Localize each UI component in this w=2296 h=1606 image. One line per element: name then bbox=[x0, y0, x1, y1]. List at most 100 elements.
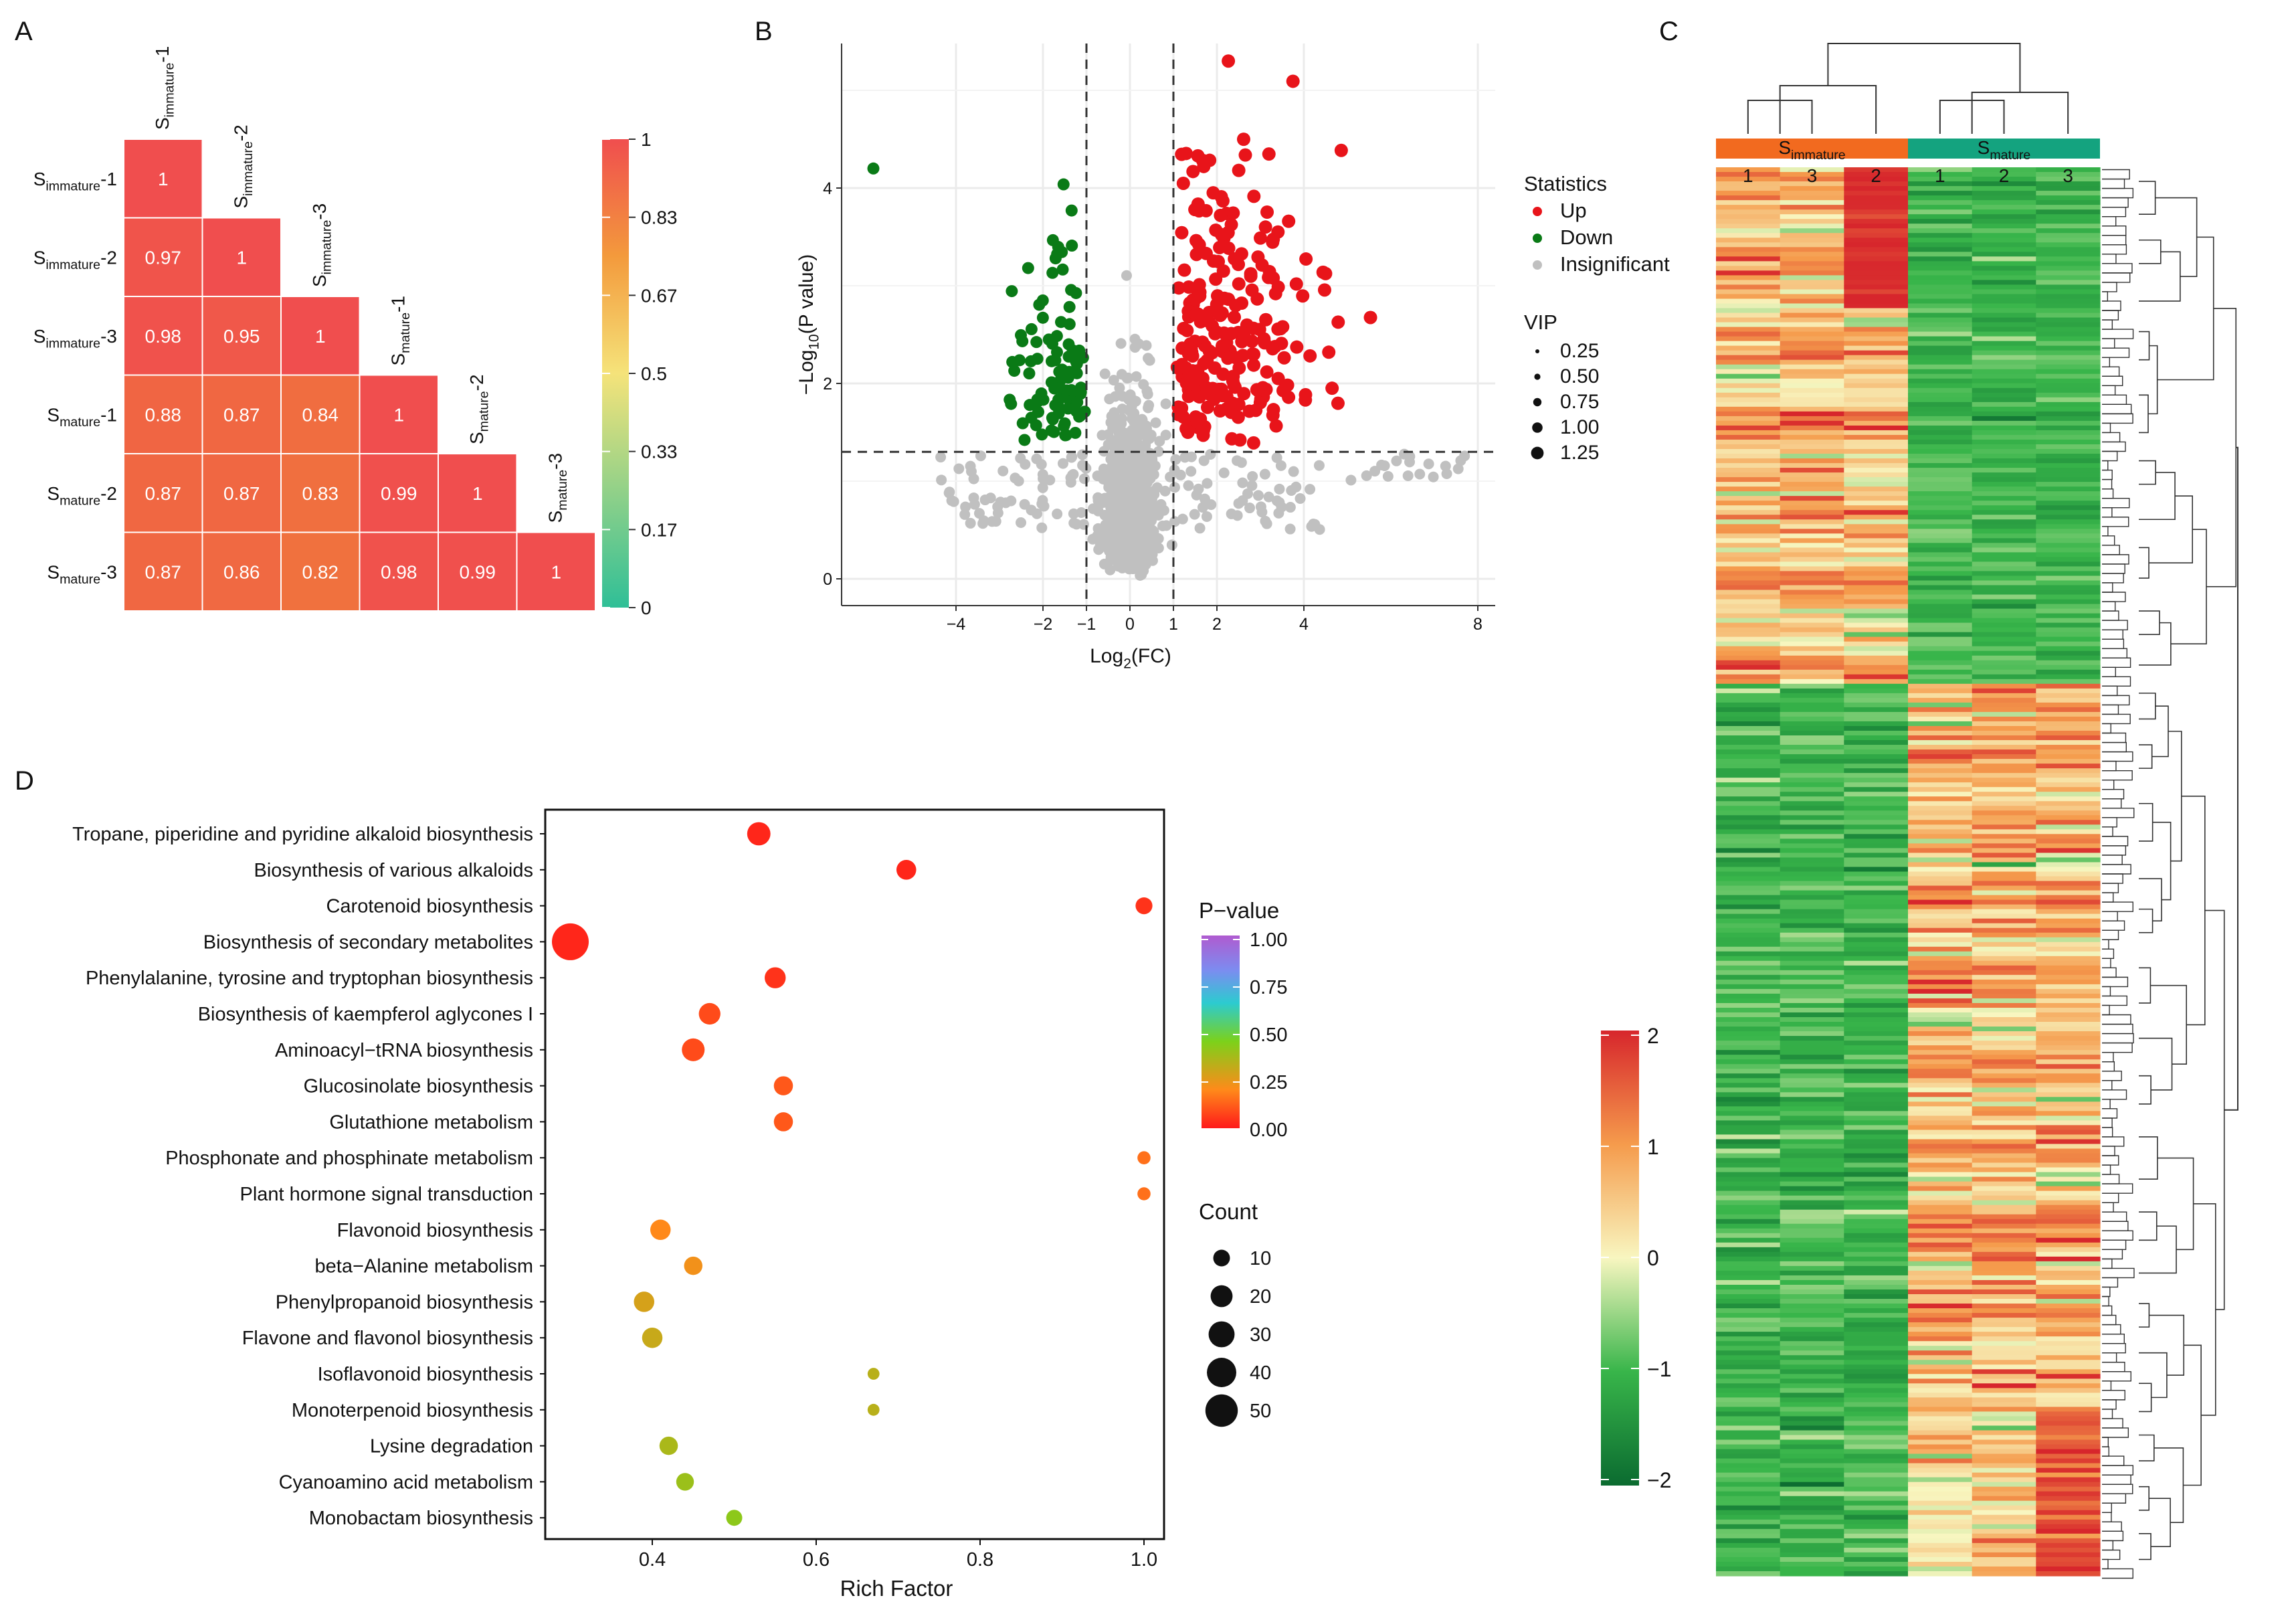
point-insignificant bbox=[1013, 475, 1024, 486]
heat-cell bbox=[1844, 688, 1909, 694]
heat-cell bbox=[1716, 1383, 1781, 1389]
point-up bbox=[1322, 345, 1336, 359]
heat-cell bbox=[1908, 942, 1973, 948]
heat-cell bbox=[2036, 759, 2101, 764]
point-up bbox=[1271, 280, 1285, 294]
heat-cell bbox=[2036, 515, 2101, 520]
heat-cell bbox=[2036, 575, 2101, 582]
heat-cell bbox=[1780, 707, 1844, 713]
row-dendrogram-leaf bbox=[2102, 582, 2113, 593]
heat-cell bbox=[1908, 853, 1973, 859]
heat-cell bbox=[2036, 1411, 2101, 1417]
point-insignificant bbox=[1111, 416, 1123, 427]
heat-cell bbox=[1972, 1111, 2036, 1116]
point-insignificant bbox=[1123, 393, 1134, 405]
size-legend-title: VIP bbox=[1524, 310, 1557, 334]
heat-cell bbox=[2036, 402, 2101, 408]
heat-cell bbox=[1908, 1279, 1973, 1285]
heat-cell bbox=[1908, 1444, 1973, 1450]
heat-cell bbox=[1972, 778, 2036, 783]
row-dendrogram-branch bbox=[2157, 236, 2214, 381]
heat-cell bbox=[1844, 327, 1909, 333]
heat-cell bbox=[2036, 984, 2101, 990]
heat-cell bbox=[1908, 1369, 1973, 1374]
row-dendrogram-leaf bbox=[2102, 404, 2132, 415]
x-tick-label: 0.8 bbox=[967, 1549, 993, 1571]
heat-cell bbox=[1844, 838, 1909, 844]
row-dendrogram-leaf bbox=[2102, 1183, 2133, 1194]
heat-cell bbox=[1780, 1313, 1844, 1318]
point-insignificant bbox=[1098, 525, 1110, 537]
heat-cell bbox=[1716, 655, 1781, 661]
heat-cell bbox=[2036, 650, 2101, 656]
heat-cell bbox=[1972, 1247, 2036, 1253]
heat-cell bbox=[1716, 641, 1781, 647]
heat-cell bbox=[2036, 1125, 2101, 1131]
point-insignificant bbox=[977, 518, 989, 529]
heat-cell bbox=[1716, 1167, 1781, 1173]
heat-cell bbox=[1716, 1561, 1781, 1567]
heat-cell bbox=[1716, 571, 1781, 577]
heat-cell bbox=[1908, 571, 1973, 577]
point-insignificant bbox=[1252, 490, 1264, 501]
heat-cell bbox=[1780, 177, 1844, 182]
heat-cell bbox=[1716, 1449, 1781, 1455]
heat-cell bbox=[1844, 1214, 1909, 1220]
heat-cell bbox=[2036, 1284, 2101, 1290]
heat-cell bbox=[1844, 275, 1909, 280]
heat-cell bbox=[1844, 167, 1909, 173]
heat-cell bbox=[1844, 754, 1909, 760]
heat-cell bbox=[2036, 1050, 2101, 1055]
heat-cell bbox=[1844, 1148, 1909, 1154]
heat-cell bbox=[2036, 561, 2101, 567]
heat-cell bbox=[1780, 270, 1844, 276]
heat-cell bbox=[1716, 1012, 1781, 1018]
row-dendrogram-root bbox=[2224, 446, 2238, 1111]
heat-cell bbox=[1780, 1369, 1844, 1374]
heat-cell bbox=[1716, 1374, 1781, 1379]
heat-cell bbox=[2036, 454, 2101, 459]
point-insignificant bbox=[1096, 430, 1108, 441]
point-up bbox=[1247, 358, 1261, 372]
point-up bbox=[1258, 220, 1272, 234]
row-dendrogram-leaf bbox=[2102, 1296, 2109, 1307]
heat-cell bbox=[2036, 482, 2101, 487]
point-up bbox=[1290, 340, 1304, 354]
heat-cell bbox=[1844, 932, 1909, 938]
row-dendrogram-leaf bbox=[2102, 263, 2133, 274]
heat-cell bbox=[1972, 1561, 2036, 1567]
heat-cell bbox=[1908, 1378, 1973, 1384]
corr-cell bbox=[516, 531, 596, 612]
heat-cell bbox=[2036, 317, 2101, 323]
heat-cell bbox=[1716, 1017, 1781, 1022]
heat-cell bbox=[1908, 397, 1973, 403]
heat-cell bbox=[1780, 899, 1844, 905]
point-insignificant bbox=[1115, 338, 1127, 349]
heat-cell bbox=[1908, 561, 1973, 567]
heat-cell bbox=[2036, 608, 2101, 614]
heat-cell bbox=[2036, 505, 2101, 511]
heat-cell bbox=[1716, 501, 1781, 506]
heat-cell bbox=[1972, 1144, 2036, 1150]
heat-cell bbox=[1716, 280, 1781, 286]
heat-cell bbox=[1780, 505, 1844, 511]
heat-cell bbox=[2036, 585, 2101, 591]
point-insignificant bbox=[969, 499, 980, 510]
color-legend-title: P−value bbox=[1199, 898, 1279, 923]
heat-cell bbox=[2036, 369, 2101, 375]
heat-cell bbox=[2036, 721, 2101, 727]
heat-cell bbox=[2036, 618, 2101, 624]
heat-cell bbox=[2036, 434, 2101, 440]
heat-cell bbox=[1716, 984, 1781, 990]
heat-cell bbox=[1716, 1237, 1781, 1243]
point-insignificant bbox=[1136, 480, 1147, 491]
point-insignificant bbox=[1177, 513, 1188, 525]
pathway-label: Monobactam biosynthesis bbox=[309, 1508, 533, 1529]
heat-cell bbox=[1716, 1045, 1781, 1051]
heat-cell bbox=[1908, 1256, 1973, 1262]
heat-cell bbox=[1972, 801, 2036, 806]
row-dendrogram-leaf bbox=[2102, 215, 2117, 227]
heat-cell bbox=[1716, 373, 1781, 379]
heat-cell bbox=[1844, 1275, 1909, 1281]
point-up bbox=[1189, 373, 1204, 387]
